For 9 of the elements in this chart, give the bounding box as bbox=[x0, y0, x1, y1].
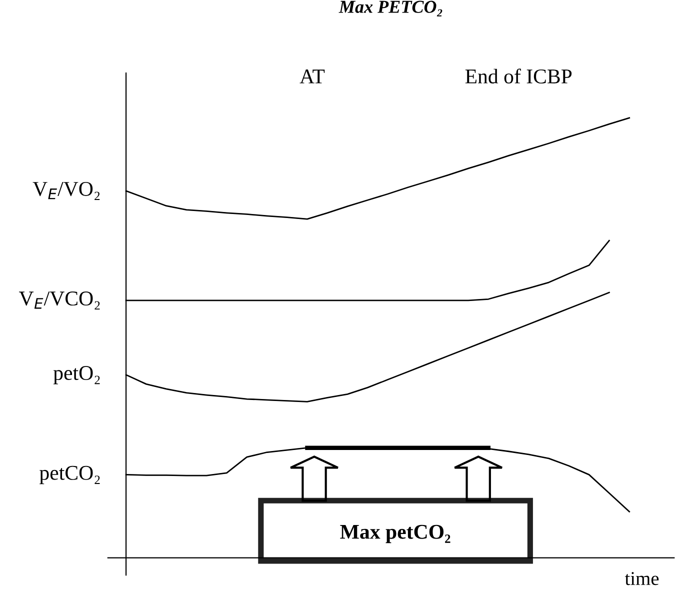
chart-title: Max PETCO₂ bbox=[338, 0, 442, 16]
series-label: V$_{E}$/VCO₂ bbox=[19, 292, 100, 310]
text: End of ICBP bbox=[465, 68, 572, 84]
series-label: petO₂ bbox=[53, 366, 100, 384]
series-label: V$_{E}$/VO₂ bbox=[32, 182, 100, 200]
annotation: Max petCO₂ bbox=[340, 524, 450, 544]
series-label: petCO₂ bbox=[40, 466, 100, 484]
x-axis-title: time bbox=[624, 572, 659, 586]
text: AT bbox=[300, 70, 325, 84]
